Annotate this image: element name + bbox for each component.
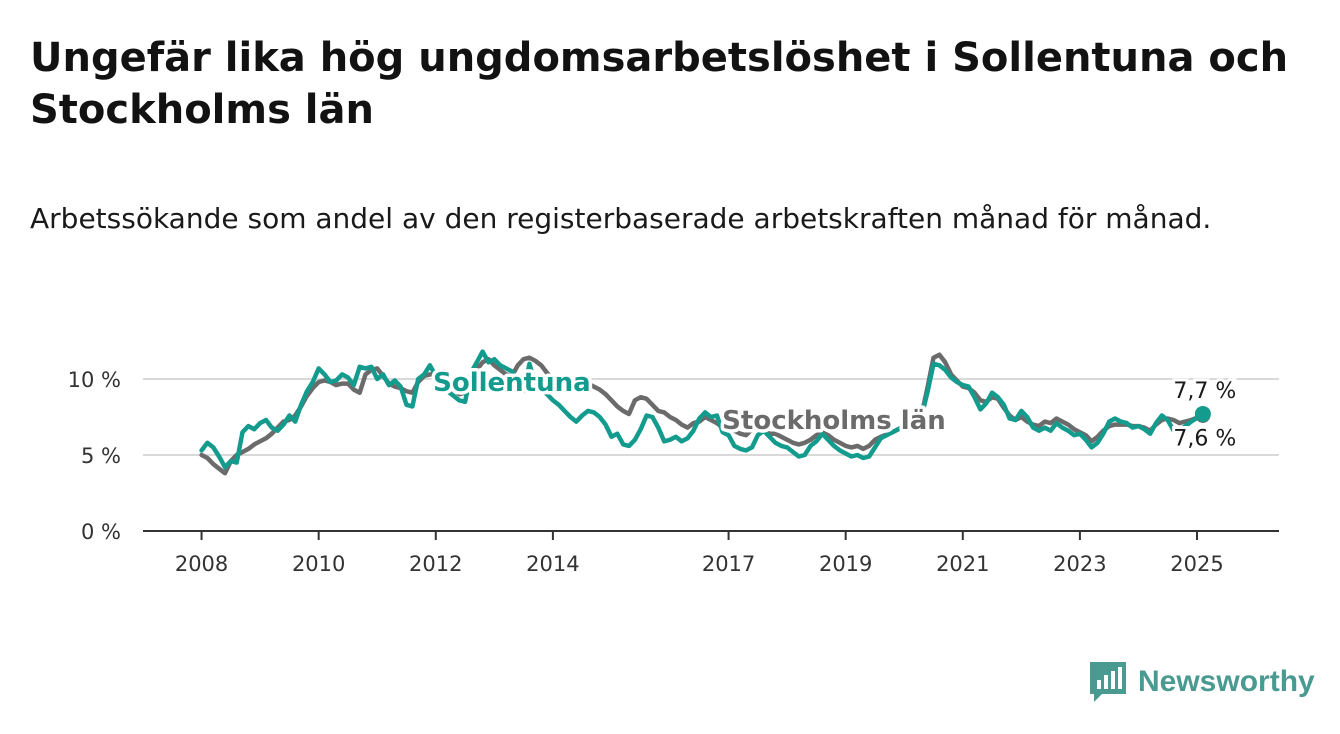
brand-name: Newsworthy bbox=[1138, 665, 1315, 698]
x-tick-label: 2014 bbox=[526, 552, 579, 576]
x-tick-label: 2023 bbox=[1053, 552, 1106, 576]
series-lines bbox=[199, 349, 1206, 476]
gridlines bbox=[143, 378, 1279, 532]
x-axis-ticks: 2008 2010 2012 2014 2017 2019 2021 2023 2025 bbox=[175, 531, 1224, 576]
end-value-label-stockholms-lan: 7,6 % bbox=[1173, 426, 1236, 451]
y-tick-label: 5 % bbox=[81, 444, 121, 468]
chart-title: Ungefär lika hög ungdomsarbetslöshet i S… bbox=[30, 35, 1289, 133]
series-name-label: Stockholms län bbox=[722, 406, 946, 436]
series-labels: Sollentuna Stockholms län 7,7 % 7,6 % bbox=[430, 365, 1240, 455]
x-tick-label: 2008 bbox=[175, 552, 228, 576]
x-tick-label: 2019 bbox=[819, 552, 872, 576]
x-tick-label: 2021 bbox=[936, 552, 989, 576]
x-tick-label: 2010 bbox=[292, 552, 345, 576]
bar-chart-icon bbox=[1090, 662, 1126, 702]
y-axis-ticks: 0 % 5 % 10 % bbox=[68, 368, 121, 544]
end-value-label-sollentuna: 7,7 % bbox=[1173, 379, 1236, 404]
series-line-sollentuna bbox=[199, 349, 1206, 470]
end-marker-sollentuna bbox=[1194, 405, 1211, 422]
x-tick-label: 2025 bbox=[1170, 552, 1223, 576]
x-tick-label: 2017 bbox=[702, 552, 755, 576]
chart-subtitle: Arbetssökande som andel av den registerb… bbox=[30, 202, 1212, 235]
x-tick-label: 2012 bbox=[409, 552, 462, 576]
y-tick-label: 10 % bbox=[68, 368, 121, 392]
series-name-label: Sollentuna bbox=[433, 368, 591, 398]
brand-logo: Newsworthy bbox=[1088, 660, 1315, 704]
y-tick-label: 0 % bbox=[81, 520, 121, 544]
